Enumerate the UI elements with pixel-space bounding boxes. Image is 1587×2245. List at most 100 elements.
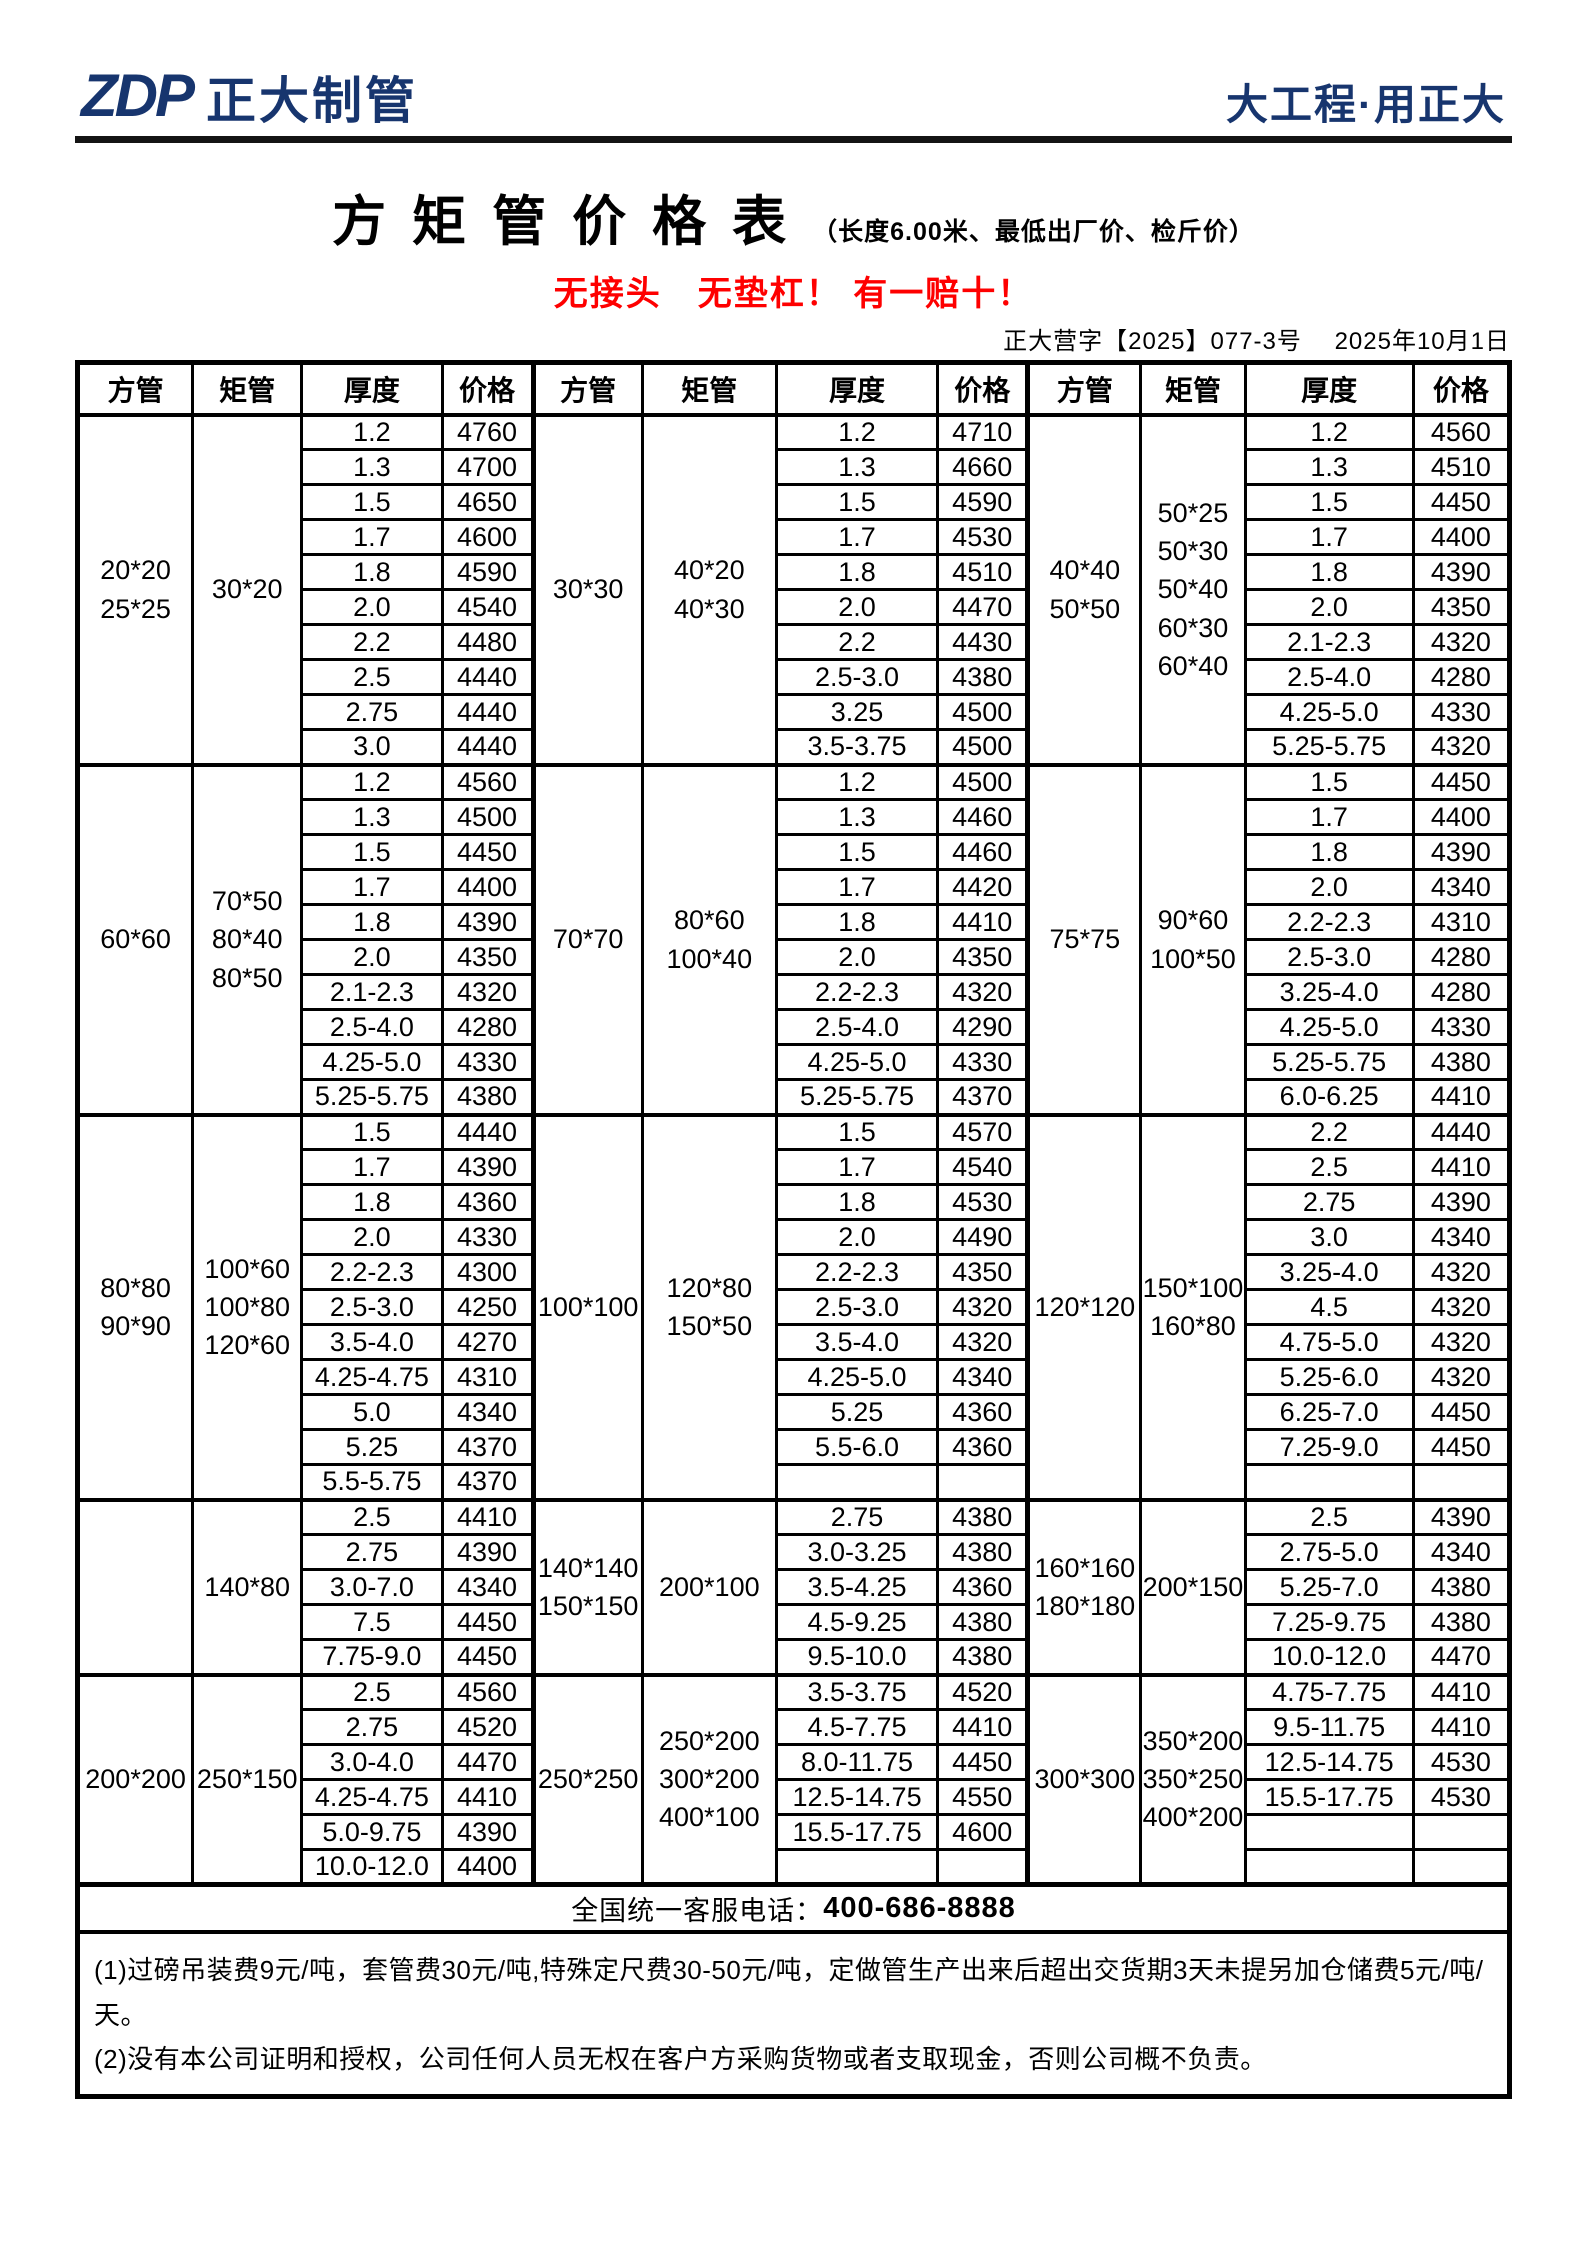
notes-box: (1)过磅吊装费9元/吨，套管费30元/吨,特殊定尺费30-50元/吨，定做管生… <box>75 1934 1512 2100</box>
thickness-cell: 1.5 <box>300 483 444 521</box>
thickness-cell: 1.7 <box>1243 798 1415 836</box>
price-cell: 4520 <box>440 1708 535 1746</box>
thickness-cell: 2.1-2.3 <box>1243 623 1415 661</box>
price-cell: 4380 <box>936 1533 1030 1571</box>
price-cell: 4440 <box>440 693 535 731</box>
price-cell: 4340 <box>440 1568 535 1606</box>
thickness-cell: 1.7 <box>300 1148 444 1186</box>
thickness-cell: 2.0 <box>774 1218 940 1256</box>
table-row: 4.25-4.75 4410 12.5-14.75 4550 15.5-17.75 453… <box>78 1778 1512 1816</box>
fang-cell: 70*70 <box>530 762 644 1116</box>
price-cell: 4360 <box>936 1428 1030 1466</box>
thickness-cell: 4.25-5.0 <box>300 1043 444 1081</box>
thickness-cell: 3.25 <box>774 693 940 731</box>
price-cell: 4410 <box>1411 1148 1512 1186</box>
top-bar: ZDP 正大制管 大工程·用正大 <box>75 66 1512 136</box>
header-cell: 价格 <box>936 361 1030 417</box>
price-cell: 4540 <box>936 1148 1030 1186</box>
price-cell: 4470 <box>440 1743 535 1781</box>
thickness-cell: 3.5-4.25 <box>774 1568 940 1606</box>
thickness-cell: 2.2 <box>300 623 444 661</box>
price-cell: 4320 <box>936 1288 1030 1326</box>
price-cell: 4450 <box>1411 1393 1512 1431</box>
price-cell: 4350 <box>936 938 1030 976</box>
price-cell: 4440 <box>440 1112 535 1151</box>
thickness-cell: 2.1-2.3 <box>300 973 444 1011</box>
thickness-cell: 3.0-3.25 <box>774 1533 940 1571</box>
price-cell: 4390 <box>440 903 535 941</box>
thickness-cell: 1.2 <box>774 762 940 801</box>
table-row: 2.0 4350 2.0 4350 2.5-3.0 4280 <box>78 938 1512 976</box>
ju-cell: 40*20 40*30 <box>640 412 778 766</box>
price-cell: 4410 <box>440 1778 535 1816</box>
header-cell: 矩管 <box>1139 361 1247 417</box>
table-row: 2.0 4540 2.0 4470 2.0 4350 <box>78 588 1512 626</box>
table-row: 1.5 4650 1.5 4590 1.5 4450 <box>78 483 1512 521</box>
thickness-cell: 10.0-12.0 <box>300 1848 444 1886</box>
thickness-cell: 2.0 <box>300 938 444 976</box>
price-cell: 4450 <box>936 1743 1030 1781</box>
price-cell: 4560 <box>440 1672 535 1711</box>
table-row: 20*20 25*25 30*20 1.2 4760 30*30 40*20 40*30 1… <box>75 412 1512 766</box>
price-cell: 4280 <box>1411 973 1512 1011</box>
price-cell: 4390 <box>440 1533 535 1571</box>
thickness-cell: 3.5-4.0 <box>300 1323 444 1361</box>
price-cell: 4370 <box>936 1078 1030 1116</box>
ju-cell: 150*100 160*80 <box>1139 1112 1247 1501</box>
table-row: 2.1-2.3 4320 2.2-2.3 4320 3.25-4.0 4280 <box>78 973 1512 1011</box>
thickness-cell <box>774 1848 940 1886</box>
thickness-cell: 1.5 <box>300 833 444 871</box>
price-cell: 4590 <box>440 553 535 591</box>
table-row: 3.5-4.0 4270 3.5-4.0 4320 4.75-5.0 4320 <box>78 1323 1512 1361</box>
table-row: 140*80 2.5 4410 140*140 150*150 200*100 2.75 4… <box>75 1497 1512 1676</box>
table-row: 5.0 4340 5.25 4360 6.25-7.0 4450 <box>78 1393 1512 1431</box>
price-cell: 4520 <box>936 1672 1030 1711</box>
price-cell: 4340 <box>1411 1218 1512 1256</box>
thickness-cell: 3.5-3.75 <box>774 1672 940 1711</box>
price-cell: 4500 <box>440 798 535 836</box>
thickness-cell: 7.5 <box>300 1603 444 1641</box>
page-title-suffix: （长度6.00米、最低出厂价、检斤价） <box>812 218 1255 246</box>
price-cell: 4500 <box>936 762 1030 801</box>
ju-cell: 200*100 <box>640 1497 778 1676</box>
price-cell: 4280 <box>440 1008 535 1046</box>
price-cell: 4350 <box>1411 588 1512 626</box>
price-cell: 4360 <box>936 1568 1030 1606</box>
price-cell: 4330 <box>440 1218 535 1256</box>
price-cell: 4650 <box>440 483 535 521</box>
thickness-cell: 4.25-5.0 <box>774 1358 940 1396</box>
table-row: 2.2 4480 2.2 4430 2.1-2.3 4320 <box>78 623 1512 661</box>
fang-cell: 300*300 <box>1025 1672 1143 1886</box>
table-row: 1.3 4700 1.3 4660 1.3 4510 <box>78 448 1512 486</box>
thickness-cell: 2.2-2.3 <box>300 1253 444 1291</box>
price-cell: 4380 <box>936 1497 1030 1536</box>
thickness-cell: 5.25-6.0 <box>1243 1358 1415 1396</box>
thickness-cell: 1.2 <box>300 762 444 801</box>
price-cell: 4380 <box>1411 1568 1512 1606</box>
price-cell: 4390 <box>1411 553 1512 591</box>
table-row: 3.0 4440 3.5-3.75 4500 5.25-5.75 4320 <box>78 728 1512 766</box>
table-row: 7.5 4450 4.5-9.25 4380 7.25-9.75 4380 <box>78 1603 1512 1641</box>
price-cell: 4380 <box>440 1078 535 1116</box>
thickness-cell: 2.5-3.0 <box>1243 938 1415 976</box>
thickness-cell: 5.25 <box>774 1393 940 1431</box>
thickness-cell: 2.5-4.0 <box>774 1008 940 1046</box>
thickness-cell: 9.5-10.0 <box>774 1638 940 1676</box>
thickness-cell: 3.25-4.0 <box>1243 1253 1415 1291</box>
thickness-cell: 5.25-5.75 <box>1243 728 1415 766</box>
price-cell: 4380 <box>1411 1043 1512 1081</box>
company-logo: ZDP 正大制管 <box>81 66 418 127</box>
thickness-cell: 2.0 <box>300 1218 444 1256</box>
thickness-cell: 1.7 <box>774 868 940 906</box>
price-cell: 4250 <box>440 1288 535 1326</box>
price-cell: 4500 <box>936 728 1030 766</box>
thickness-cell: 4.75-7.75 <box>1243 1672 1415 1711</box>
price-cell: 4410 <box>936 1708 1030 1746</box>
thickness-cell: 3.0 <box>300 728 444 766</box>
table-row: 2.75 4440 3.25 4500 4.25-5.0 4330 <box>78 693 1512 731</box>
thickness-cell: 2.5 <box>1243 1497 1415 1536</box>
thickness-cell: 2.75-5.0 <box>1243 1533 1415 1571</box>
price-cell: 4450 <box>1411 762 1512 801</box>
thickness-cell: 1.8 <box>300 903 444 941</box>
company-slogan: 大工程·用正大 <box>1226 81 1506 128</box>
